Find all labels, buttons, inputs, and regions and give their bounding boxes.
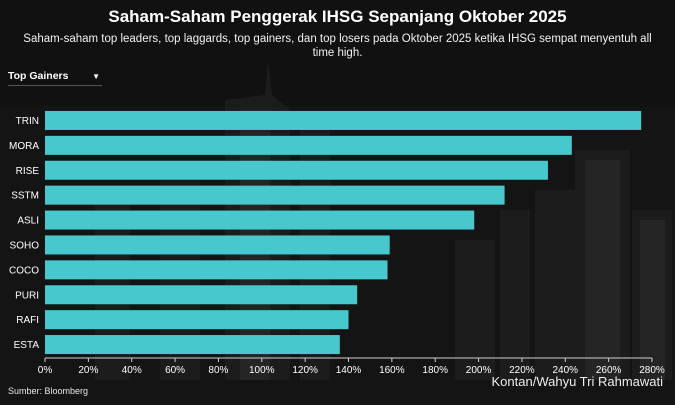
chevron-down-icon: ▼: [92, 71, 100, 81]
x-tick-label: 240%: [552, 365, 578, 376]
x-tick-label: 260%: [596, 365, 622, 376]
category-label-esta: ESTA: [14, 340, 40, 351]
chart-subtitle: Saham-saham top leaders, top laggards, t…: [23, 33, 652, 59]
credit-note: Kontan/Wahyu Tri Rahmawati: [491, 374, 663, 389]
category-label-soho: SOHO: [10, 240, 40, 251]
bar-puri[interactable]: [45, 285, 358, 305]
chart-title: Saham-Saham Penggerak IHSG Sepanjang Okt…: [108, 7, 567, 26]
x-tick-label: 20%: [78, 365, 98, 376]
source-note: Sumber: Bloomberg: [8, 386, 89, 396]
bar-soho[interactable]: [45, 235, 390, 255]
category-labels: TRIN MORA RISE SSTM ASLI SOHO COCO PURI RAFI ESTA: [9, 116, 39, 351]
category-label-puri: PURI: [15, 290, 39, 301]
x-tick-label: 220%: [509, 365, 535, 376]
x-tick-label: 180%: [422, 365, 448, 376]
category-label-mora: MORA: [9, 141, 39, 152]
category-label-asli: ASLI: [17, 216, 39, 227]
category-label-rafi: RAFI: [16, 315, 39, 326]
category-label-coco: COCO: [9, 265, 39, 276]
x-tick-label: 280%: [639, 365, 665, 376]
x-tick-label: 60%: [165, 365, 185, 376]
bars-group: [45, 110, 642, 355]
x-tick-label: 0%: [38, 365, 53, 376]
bar-rise[interactable]: [45, 160, 548, 180]
bar-esta[interactable]: [45, 335, 340, 355]
category-label-sstm: SSTM: [11, 191, 39, 202]
category-label-rise: RISE: [16, 166, 40, 177]
x-axis: 0% 20% 40% 60% 80% 100% 120% 140% 160% 180% 200% 22…: [38, 357, 665, 376]
x-tick-label: 140%: [336, 365, 362, 376]
category-label-trin: TRIN: [16, 116, 39, 127]
bar-sstm[interactable]: [45, 185, 505, 205]
bar-coco[interactable]: [45, 260, 388, 280]
x-tick-label: 40%: [122, 365, 142, 376]
bar-asli[interactable]: [45, 210, 475, 230]
x-tick-label: 80%: [208, 365, 228, 376]
category-dropdown[interactable]: Top Gainers ▼: [8, 67, 102, 86]
x-tick-label: 120%: [292, 365, 318, 376]
x-tick-label: 200%: [466, 365, 492, 376]
x-tick-label: 100%: [249, 365, 275, 376]
bar-mora[interactable]: [45, 135, 572, 155]
x-tick-label: 160%: [379, 365, 405, 376]
bar-trin[interactable]: [45, 110, 642, 130]
bar-rafi[interactable]: [45, 310, 349, 330]
dropdown-selected-value: Top Gainers: [8, 70, 69, 82]
